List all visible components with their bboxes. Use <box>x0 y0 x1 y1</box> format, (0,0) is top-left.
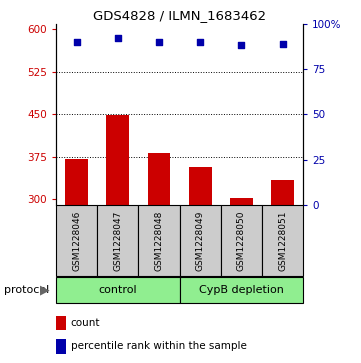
Text: GSM1228046: GSM1228046 <box>72 210 81 271</box>
Point <box>280 41 286 46</box>
Text: GSM1228049: GSM1228049 <box>196 210 205 271</box>
Bar <box>230 198 253 205</box>
Text: percentile rank within the sample: percentile rank within the sample <box>71 341 247 351</box>
Text: control: control <box>99 285 137 295</box>
Text: GSM1228050: GSM1228050 <box>237 210 246 271</box>
Bar <box>148 153 170 205</box>
Text: CypB depletion: CypB depletion <box>199 285 284 295</box>
Text: ▶: ▶ <box>40 284 50 297</box>
Bar <box>65 159 88 205</box>
Text: count: count <box>71 318 100 327</box>
Point <box>115 35 121 41</box>
Bar <box>271 180 294 205</box>
Title: GDS4828 / ILMN_1683462: GDS4828 / ILMN_1683462 <box>93 9 266 23</box>
Text: GSM1228047: GSM1228047 <box>113 210 122 271</box>
Text: GSM1228048: GSM1228048 <box>155 210 164 271</box>
Point <box>74 39 79 45</box>
Text: protocol: protocol <box>4 285 49 295</box>
Bar <box>189 167 212 205</box>
Bar <box>97 205 138 276</box>
Bar <box>180 205 221 276</box>
Bar <box>221 205 262 276</box>
Bar <box>262 205 303 276</box>
Bar <box>106 115 129 205</box>
Point <box>197 39 203 45</box>
Bar <box>56 316 66 330</box>
Bar <box>138 205 180 276</box>
Bar <box>180 277 303 303</box>
Point <box>239 42 244 48</box>
Bar <box>56 205 97 276</box>
Bar <box>56 277 180 303</box>
Text: GSM1228051: GSM1228051 <box>278 210 287 271</box>
Bar <box>56 339 66 354</box>
Point <box>156 39 162 45</box>
